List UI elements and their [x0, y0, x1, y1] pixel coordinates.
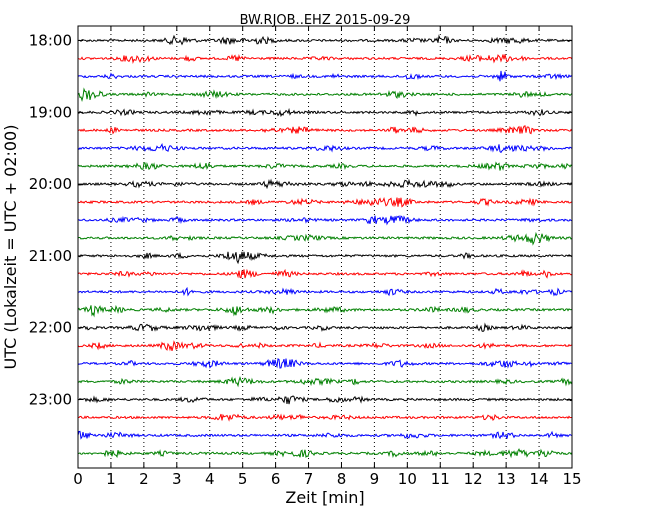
- y-tick-label: 22:00: [29, 319, 72, 337]
- x-axis-label: Zeit [min]: [285, 488, 364, 507]
- x-tick-label: 14: [530, 470, 549, 488]
- seismic-trace: [77, 70, 573, 82]
- y-tick-label: 18:00: [29, 32, 72, 50]
- seismic-trace: [77, 322, 573, 332]
- x-tick-label: 0: [73, 470, 83, 488]
- seismic-trace: [77, 430, 573, 440]
- seismic-trace: [77, 231, 573, 246]
- seismic-trace: [77, 143, 573, 154]
- seismic-trace: [77, 268, 573, 279]
- seismic-trace: [77, 34, 573, 46]
- x-tick-label: 6: [271, 470, 281, 488]
- seismic-trace: [77, 197, 573, 208]
- seismic-trace: [77, 448, 573, 459]
- plot-frame: [77, 25, 573, 469]
- seismic-trace: [77, 125, 573, 135]
- seismic-trace: [77, 161, 573, 171]
- x-tick-label: 13: [497, 470, 516, 488]
- x-tick-label: 5: [238, 470, 248, 488]
- x-tick-label: 2: [139, 470, 149, 488]
- x-tick-label: 3: [172, 470, 182, 488]
- x-tick-label: 11: [431, 470, 450, 488]
- seismic-traces: [77, 34, 573, 459]
- chart-title: BW.RJOB..EHZ 2015-09-29: [240, 13, 411, 28]
- seismic-trace: [77, 304, 573, 318]
- seismic-trace: [77, 251, 573, 265]
- seismic-trace: [77, 375, 573, 388]
- y-tick-label: 23:00: [29, 391, 72, 409]
- seismic-trace: [77, 395, 573, 405]
- y-tick-label: 21:00: [29, 247, 72, 265]
- seismic-trace: [77, 340, 573, 352]
- seismic-trace: [77, 358, 573, 369]
- x-tick-label: 15: [562, 470, 581, 488]
- x-axis-ticks: 0 1 2 3 4 5 6 7 8 9 10 11 12 13 14 15: [73, 26, 582, 488]
- seismic-trace: [77, 286, 573, 297]
- y-axis-label: UTC (Lokalzeit = UTC + 02:00): [1, 125, 20, 370]
- x-tick-label: 7: [304, 470, 314, 488]
- x-tick-label: 1: [106, 470, 116, 488]
- y-tick-label: 20:00: [29, 175, 72, 193]
- x-tick-label: 12: [464, 470, 483, 488]
- seismic-trace: [77, 87, 573, 103]
- x-tick-label: 10: [398, 470, 417, 488]
- seismic-trace: [77, 53, 573, 65]
- seismic-trace: [77, 215, 573, 226]
- x-tick-label: 9: [370, 470, 380, 488]
- x-tick-label: 4: [205, 470, 215, 488]
- seismic-trace: [77, 413, 573, 422]
- seismic-trace: [77, 178, 573, 190]
- x-tick-label: 8: [337, 470, 347, 488]
- y-tick-label: 19:00: [29, 103, 72, 121]
- grid-lines: [110, 26, 540, 468]
- seismic-trace: [77, 107, 573, 118]
- y-axis-ticks: 18:00 19:00 20:00 21:00 22:00 23:00: [29, 32, 572, 409]
